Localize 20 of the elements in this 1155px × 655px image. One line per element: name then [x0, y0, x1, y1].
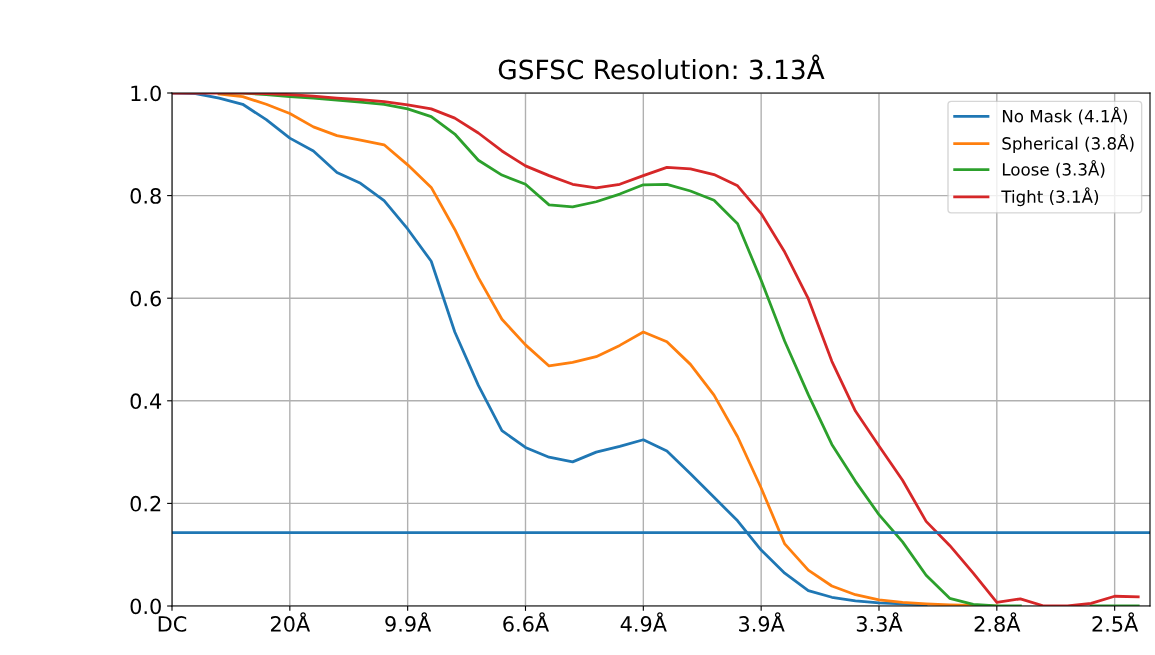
- x-tick-label: 4.9Å: [620, 612, 667, 632]
- legend-label: No Mask (4.1Å): [1002, 106, 1127, 125]
- legend-label: Loose (3.3Å): [1002, 160, 1105, 178]
- x-tick-label: 2.5Å: [1092, 612, 1139, 632]
- x-tick-label: 3.3Å: [856, 612, 903, 632]
- y-tick-label: 0.6: [130, 290, 161, 307]
- legend-label: Spherical (3.8Å): [1002, 134, 1134, 153]
- x-tick-label: 3.9Å: [739, 612, 785, 632]
- x-tick-label: 2.8Å: [974, 612, 1021, 632]
- legend-label: Tight (3.1Å): [1001, 187, 1099, 207]
- x-tick-label: 6.6Å: [503, 612, 550, 632]
- chart-title: GSFSC Resolution: 3.13Å: [498, 54, 825, 80]
- y-tick-label: 0.4: [130, 393, 162, 410]
- y-tick-label: 1.0: [131, 85, 161, 102]
- y-tick-label: 0.8: [130, 188, 161, 204]
- x-tick-label: 9.9Å: [385, 612, 432, 632]
- y-tick-label: 0.0: [130, 598, 161, 615]
- y-tick-label: 0.2: [130, 495, 161, 512]
- x-tick-label: 20Å: [270, 612, 311, 632]
- x-tick-label: DC: [158, 616, 187, 632]
